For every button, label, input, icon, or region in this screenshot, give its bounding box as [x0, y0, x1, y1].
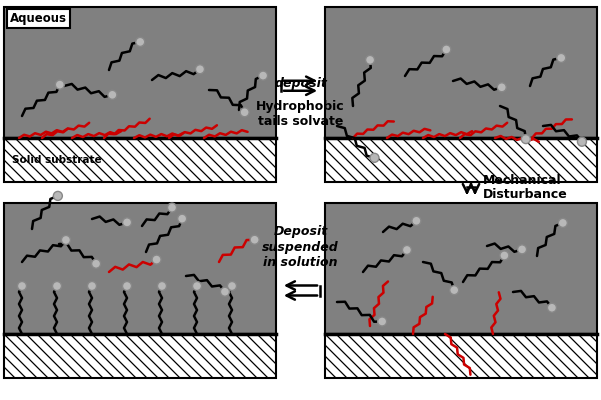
Text: Solid substrate: Solid substrate	[12, 155, 102, 165]
Circle shape	[178, 214, 187, 223]
Circle shape	[228, 282, 237, 290]
Text: Aqueous: Aqueous	[10, 12, 67, 25]
Circle shape	[52, 282, 61, 290]
Circle shape	[168, 203, 177, 212]
Circle shape	[450, 286, 459, 295]
Circle shape	[442, 45, 451, 54]
Text: Hydrophobic
tails solvate: Hydrophobic tails solvate	[256, 100, 345, 128]
Bar	[4, 334, 276, 378]
Circle shape	[497, 83, 506, 92]
Circle shape	[412, 216, 421, 225]
Circle shape	[578, 137, 587, 146]
Text: Deposit
suspended
in solution: Deposit suspended in solution	[262, 226, 339, 268]
Circle shape	[558, 218, 567, 228]
Text: Mechanical
Disturbance: Mechanical Disturbance	[483, 174, 568, 202]
Circle shape	[88, 282, 97, 290]
Circle shape	[123, 282, 132, 290]
Circle shape	[250, 235, 259, 244]
Circle shape	[377, 317, 386, 326]
Circle shape	[521, 134, 530, 144]
Bar	[4, 7, 276, 138]
Circle shape	[258, 71, 267, 80]
Circle shape	[557, 53, 566, 62]
Circle shape	[152, 255, 161, 264]
Bar	[325, 138, 597, 182]
Circle shape	[123, 218, 132, 227]
Circle shape	[548, 303, 557, 312]
Circle shape	[517, 245, 526, 254]
Circle shape	[53, 192, 63, 200]
Circle shape	[91, 259, 100, 268]
Bar	[325, 7, 597, 138]
Bar	[4, 203, 276, 334]
Circle shape	[192, 282, 201, 290]
Bar	[325, 203, 597, 334]
Circle shape	[240, 108, 249, 117]
Circle shape	[500, 251, 509, 260]
Circle shape	[221, 287, 230, 296]
Circle shape	[136, 37, 145, 46]
Circle shape	[17, 282, 26, 290]
Circle shape	[157, 282, 166, 290]
Circle shape	[61, 236, 70, 244]
Circle shape	[403, 246, 412, 254]
Text: deposit: deposit	[274, 77, 327, 90]
Circle shape	[108, 90, 117, 99]
Circle shape	[195, 65, 204, 74]
Bar	[325, 334, 597, 378]
Circle shape	[55, 80, 64, 89]
Bar	[4, 138, 276, 182]
Circle shape	[370, 153, 379, 162]
Circle shape	[365, 56, 374, 64]
